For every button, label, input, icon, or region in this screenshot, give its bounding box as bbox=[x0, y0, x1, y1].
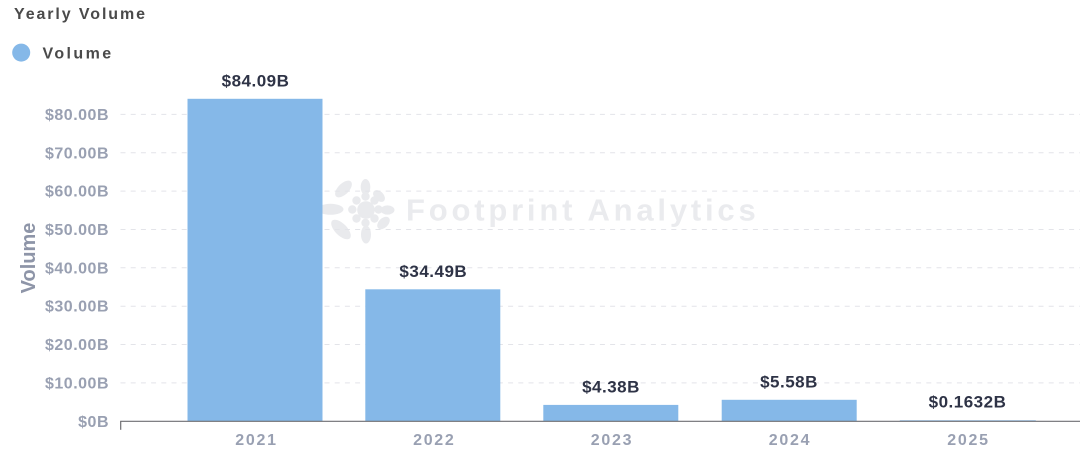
svg-text:Footprint Analytics: Footprint Analytics bbox=[406, 193, 760, 228]
svg-text:$5.58B: $5.58B bbox=[760, 373, 818, 392]
svg-text:$30.00B: $30.00B bbox=[45, 299, 109, 316]
svg-text:$4.38B: $4.38B bbox=[582, 378, 640, 397]
svg-text:2023: 2023 bbox=[591, 432, 633, 449]
svg-text:$0.1632B: $0.1632B bbox=[929, 393, 1007, 412]
svg-text:Volume: Volume bbox=[18, 223, 40, 294]
svg-text:$0B: $0B bbox=[78, 414, 109, 431]
svg-text:$40.00B: $40.00B bbox=[45, 260, 109, 277]
svg-text:$34.49B: $34.49B bbox=[399, 262, 467, 281]
svg-text:$84.09B: $84.09B bbox=[222, 72, 290, 91]
svg-text:2025: 2025 bbox=[947, 432, 989, 449]
svg-text:Yearly Volume: Yearly Volume bbox=[14, 6, 147, 23]
svg-text:2024: 2024 bbox=[769, 432, 811, 449]
svg-text:$70.00B: $70.00B bbox=[45, 145, 109, 162]
svg-text:$10.00B: $10.00B bbox=[45, 375, 109, 392]
svg-text:$50.00B: $50.00B bbox=[45, 222, 109, 239]
svg-text:2021: 2021 bbox=[235, 432, 277, 449]
svg-text:2022: 2022 bbox=[413, 432, 455, 449]
svg-text:Volume: Volume bbox=[43, 46, 114, 63]
svg-text:$20.00B: $20.00B bbox=[45, 337, 109, 354]
svg-text:$80.00B: $80.00B bbox=[45, 107, 109, 124]
svg-text:$60.00B: $60.00B bbox=[45, 184, 109, 201]
